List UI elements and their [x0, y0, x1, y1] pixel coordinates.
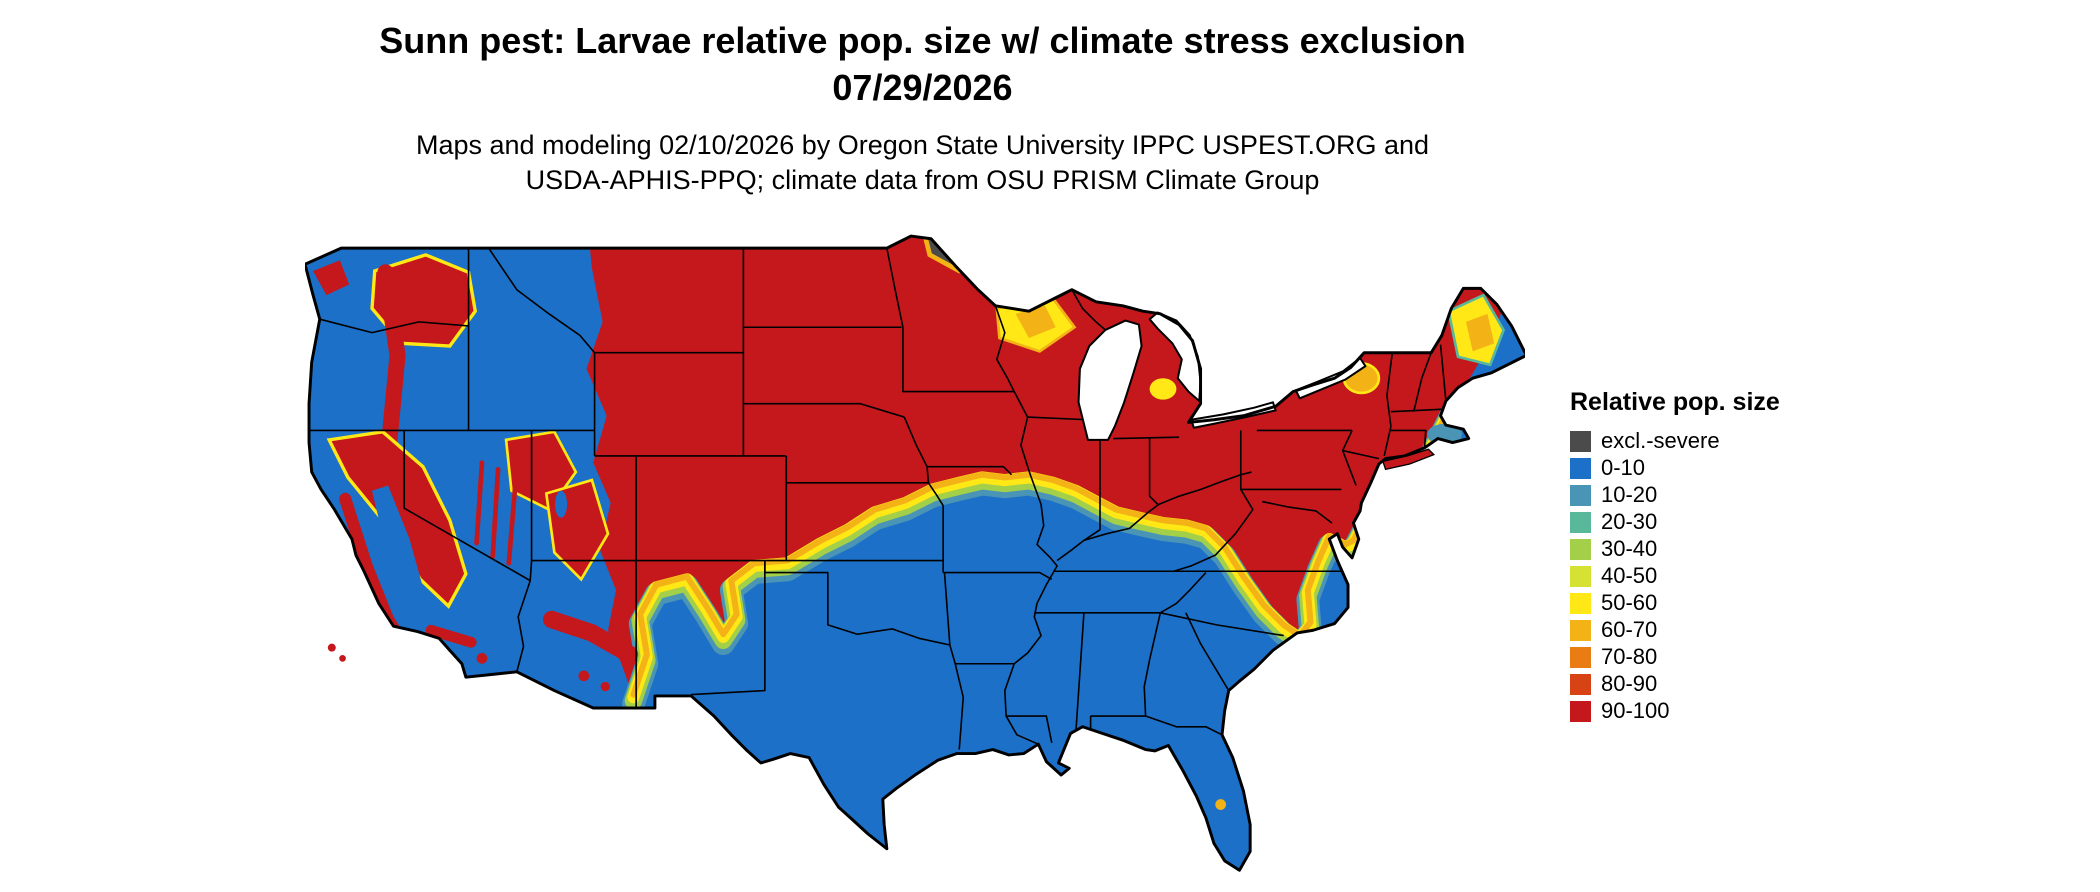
- legend-row-p20_30: 20-30: [1570, 511, 1780, 533]
- page-subtitle: Maps and modeling 02/10/2026 by Oregon S…: [0, 128, 1845, 198]
- legend-swatch-p10_20: [1570, 484, 1591, 506]
- us-outline: [305, 234, 1525, 872]
- long-island: [1382, 448, 1436, 471]
- map-fill-layers: [305, 236, 1525, 871]
- legend-swatch-p50_60: [1570, 592, 1591, 614]
- legend-row-p0_10: 0-10: [1570, 457, 1780, 479]
- legend-swatch-p60_70: [1570, 619, 1591, 641]
- legend-label-excl: excl.-severe: [1601, 428, 1720, 453]
- map-figure: [305, 228, 1525, 885]
- page-title: Sunn pest: Larvae relative pop. size w/ …: [379, 20, 1466, 61]
- legend-row-p10_20: 10-20: [1570, 484, 1780, 506]
- legend-label-p50_60: 50-60: [1601, 590, 1658, 615]
- legend-swatch-excl: [1570, 430, 1591, 452]
- legend-swatch-p80_90: [1570, 673, 1591, 695]
- page-title-date: 07/29/2026: [832, 66, 1013, 108]
- legend-label-p10_20: 10-20: [1601, 482, 1658, 507]
- subtitle-line-2: USDA-APHIS-PPQ; climate data from OSU PR…: [525, 164, 1320, 195]
- channel-islands: [327, 643, 346, 662]
- legend-swatch-p70_80: [1570, 646, 1591, 668]
- lake-erie: [1190, 401, 1277, 429]
- legend-label-p0_10: 0-10: [1601, 455, 1646, 480]
- map-legend: Relative pop. size excl.-severe 0-10 10-20…: [1570, 388, 1780, 727]
- legend-label-p80_90: 80-90: [1601, 671, 1658, 696]
- legend-swatch-p0_10: [1570, 457, 1591, 479]
- legend-row-p50_60: 50-60: [1570, 592, 1780, 614]
- legend-swatch-p90_100: [1570, 700, 1591, 722]
- legend-row-excl: excl.-severe: [1570, 430, 1780, 452]
- lake-michigan: [1077, 319, 1143, 441]
- legend-row-p80_90: 80-90: [1570, 673, 1780, 695]
- legend-title: Relative pop. size: [1570, 388, 1780, 416]
- legend-row-p40_50: 40-50: [1570, 565, 1780, 587]
- legend-label-p70_80: 70-80: [1601, 644, 1658, 669]
- us-choropleth-map: [305, 234, 1525, 872]
- legend-label-p90_100: 90-100: [1601, 698, 1670, 723]
- page-header: Sunn pest: Larvae relative pop. size w/ …: [0, 18, 1845, 198]
- legend-row-p30_40: 30-40: [1570, 538, 1780, 560]
- legend-swatch-p30_40: [1570, 538, 1591, 560]
- legend-swatch-p40_50: [1570, 565, 1591, 587]
- legend-swatch-p20_30: [1570, 511, 1591, 533]
- state-borders: [310, 247, 1447, 750]
- legend-row-p90_100: 90-100: [1570, 700, 1780, 722]
- legend-row-p60_70: 60-70: [1570, 619, 1780, 641]
- legend-rows: excl.-severe 0-10 10-20 20-30 30-40 40-50 50-6…: [1570, 430, 1780, 722]
- mid-population-patches: [995, 293, 1506, 810]
- legend-label-p60_70: 60-70: [1601, 617, 1658, 642]
- subtitle-line-1: Maps and modeling 02/10/2026 by Oregon S…: [415, 129, 1430, 160]
- legend-label-p30_40: 30-40: [1601, 536, 1658, 561]
- legend-label-p20_30: 20-30: [1601, 509, 1658, 534]
- legend-label-p40_50: 40-50: [1601, 563, 1658, 588]
- legend-row-p70_80: 70-80: [1570, 646, 1780, 668]
